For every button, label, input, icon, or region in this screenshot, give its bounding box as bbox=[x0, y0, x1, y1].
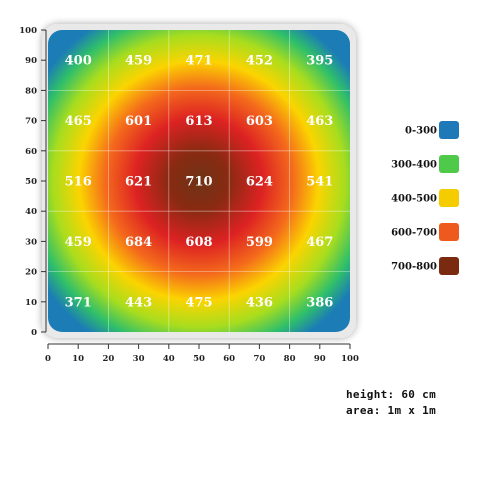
cell-value: 395 bbox=[306, 54, 333, 69]
cell-value: 459 bbox=[65, 235, 92, 250]
cell-value: 443 bbox=[125, 295, 152, 310]
cell-value: 471 bbox=[185, 54, 212, 69]
y-tick-label: 60 bbox=[25, 147, 37, 157]
legend: 0-300 300-400 400-500 600-700 700-800 bbox=[391, 121, 459, 275]
y-tick-label: 0 bbox=[31, 328, 37, 338]
x-tick-label: 10 bbox=[72, 354, 84, 364]
cell-value: 465 bbox=[65, 114, 92, 129]
cell-value: 475 bbox=[185, 295, 212, 310]
cell-value: 624 bbox=[246, 175, 273, 190]
cell-value: 463 bbox=[306, 114, 333, 129]
cell-value: 459 bbox=[125, 54, 152, 69]
cell-value: 400 bbox=[65, 54, 92, 69]
cell-value: 710 bbox=[185, 175, 212, 190]
legend-swatch bbox=[439, 155, 459, 173]
height-note: height: 60 cm bbox=[346, 388, 436, 401]
y-tick-label: 10 bbox=[25, 298, 37, 308]
legend-label: 700-800 bbox=[391, 262, 437, 273]
cell-value: 601 bbox=[125, 114, 152, 129]
y-tick-label: 30 bbox=[25, 237, 37, 247]
legend-label: 600-700 bbox=[391, 228, 437, 239]
x-tick-label: 70 bbox=[253, 354, 265, 364]
cell-values: 400 459 471 452 395 465 601 613 603 463 516 621 710 6… bbox=[65, 54, 334, 311]
x-tick-label: 20 bbox=[102, 354, 114, 364]
cell-value: 467 bbox=[306, 235, 333, 250]
x-tick-label: 50 bbox=[193, 354, 205, 364]
x-tick-label: 40 bbox=[163, 354, 175, 364]
y-tick-label: 90 bbox=[25, 56, 37, 66]
y-tick-label: 80 bbox=[25, 86, 37, 96]
y-tick-label: 100 bbox=[19, 26, 37, 36]
legend-label: 0-300 bbox=[405, 126, 437, 137]
heatmap-surface bbox=[48, 30, 350, 332]
area-note: area: 1m x 1m bbox=[346, 404, 436, 417]
cell-value: 541 bbox=[306, 175, 333, 190]
cell-value: 621 bbox=[125, 175, 152, 190]
legend-swatch bbox=[439, 189, 459, 207]
x-tick-label: 90 bbox=[314, 354, 326, 364]
cell-value: 608 bbox=[185, 235, 212, 250]
x-tick-label: 30 bbox=[133, 354, 145, 364]
x-tick-label: 60 bbox=[223, 354, 235, 364]
legend-swatch bbox=[439, 257, 459, 275]
y-tick-label: 50 bbox=[25, 177, 37, 187]
x-tick-label: 100 bbox=[341, 354, 359, 364]
cell-value: 516 bbox=[65, 175, 92, 190]
y-tick-label: 20 bbox=[25, 268, 37, 278]
legend-label: 400-500 bbox=[391, 194, 437, 205]
y-tick-label: 40 bbox=[25, 207, 37, 217]
cell-value: 684 bbox=[125, 235, 152, 250]
cell-value: 452 bbox=[246, 54, 273, 69]
cell-value: 599 bbox=[246, 235, 273, 250]
legend-label: 300-400 bbox=[391, 160, 437, 171]
cell-value: 613 bbox=[185, 114, 212, 129]
legend-swatch bbox=[439, 223, 459, 241]
cell-value: 371 bbox=[65, 295, 92, 310]
axes: 0 10 20 30 40 50 60 70 80 90 100 0 10 20 30 40 50 60 70 80 9… bbox=[19, 26, 359, 364]
cell-value: 603 bbox=[246, 114, 273, 129]
cell-value: 436 bbox=[246, 295, 273, 310]
legend-swatch bbox=[439, 121, 459, 139]
x-tick-label: 0 bbox=[45, 354, 51, 364]
cell-value: 386 bbox=[306, 295, 333, 310]
y-tick-label: 70 bbox=[25, 117, 37, 127]
x-tick-label: 80 bbox=[284, 354, 296, 364]
grid-lines bbox=[48, 30, 350, 332]
